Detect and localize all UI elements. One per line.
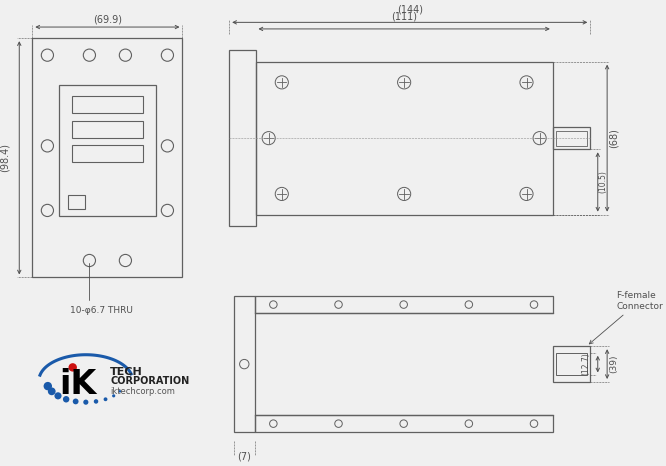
Bar (72, 145, 143, 162)
Circle shape (94, 399, 99, 404)
Text: 10-φ6.7 THRU: 10-φ6.7 THRU (70, 263, 133, 315)
Bar (256, 62, 553, 214)
Bar (229, 50, 256, 226)
Text: CORPORATION: CORPORATION (110, 376, 189, 386)
Circle shape (69, 363, 77, 371)
Bar (254, 296, 553, 313)
Bar (555, 353, 587, 375)
Circle shape (112, 394, 115, 397)
Text: F-female
Connector: F-female Connector (589, 291, 663, 344)
Bar (33, 38, 182, 277)
Text: TECH: TECH (110, 367, 143, 377)
Text: (111): (111) (391, 12, 417, 21)
Text: iK: iK (60, 368, 97, 401)
Text: (144): (144) (397, 5, 423, 15)
Bar (234, 296, 254, 432)
Text: (69.9): (69.9) (93, 14, 122, 24)
Text: (7): (7) (237, 451, 251, 461)
Text: (68): (68) (609, 128, 619, 148)
Circle shape (73, 398, 79, 404)
Circle shape (119, 390, 121, 393)
Bar (553, 127, 590, 150)
Text: (12.7): (12.7) (581, 353, 590, 376)
Circle shape (63, 396, 69, 403)
Circle shape (83, 399, 89, 405)
Circle shape (43, 382, 52, 391)
Bar (555, 130, 587, 146)
Bar (254, 415, 553, 432)
Circle shape (48, 387, 56, 395)
Text: iktechcorp.com: iktechcorp.com (110, 386, 175, 396)
Text: (10.5): (10.5) (599, 171, 607, 193)
Bar (59, 85, 156, 216)
Text: (39): (39) (609, 355, 618, 373)
Bar (72, 121, 143, 137)
Circle shape (55, 392, 61, 399)
Circle shape (104, 397, 107, 401)
Bar (72, 96, 143, 113)
Bar (68, 195, 85, 209)
Bar (553, 346, 590, 382)
Text: (98.4): (98.4) (0, 144, 10, 172)
